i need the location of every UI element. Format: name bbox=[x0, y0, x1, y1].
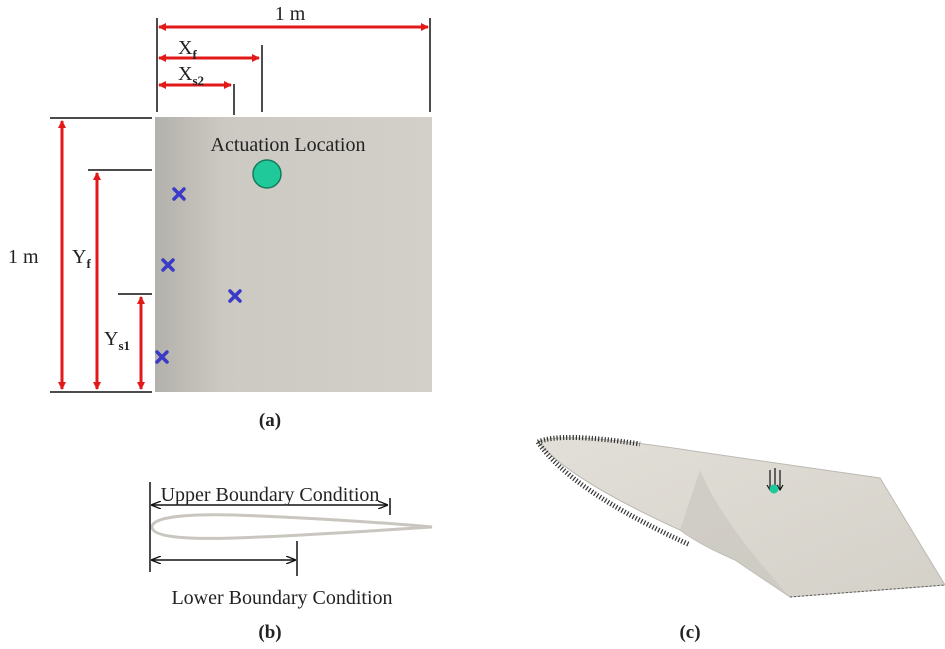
page: 1 m Xf Xs2 1 m Yf Ys1 Actuation Location… bbox=[0, 0, 945, 649]
yf-label: Yf bbox=[72, 246, 91, 271]
label-sub: f bbox=[86, 256, 91, 271]
figure: 1 m Xf Xs2 1 m Yf Ys1 Actuation Location… bbox=[0, 0, 945, 649]
label-main: X bbox=[178, 37, 193, 59]
label-sub: f bbox=[192, 47, 197, 62]
label-main: Y bbox=[72, 246, 86, 268]
panel-a: 1 m Xf Xs2 1 m Yf Ys1 Actuation Location… bbox=[8, 3, 432, 431]
wing bbox=[538, 438, 945, 597]
ys1-label: Ys1 bbox=[104, 328, 130, 353]
xs2-label: Xs2 bbox=[178, 63, 204, 88]
domain-square bbox=[155, 117, 432, 392]
label-sub: s2 bbox=[192, 73, 204, 88]
caption: (c) bbox=[679, 622, 700, 643]
caption: (a) bbox=[259, 410, 281, 431]
actuator bbox=[253, 160, 281, 188]
label-sub: s1 bbox=[118, 338, 130, 353]
panel-c: (c) bbox=[538, 437, 945, 643]
upper-label: Upper Boundary Condition bbox=[161, 484, 380, 506]
actuator bbox=[770, 485, 779, 494]
xf-label: Xf bbox=[178, 37, 197, 62]
actuation-label: Actuation Location bbox=[211, 134, 366, 156]
airfoil bbox=[152, 515, 432, 539]
panel-b: Upper Boundary Condition Lower Boundary … bbox=[150, 482, 432, 643]
label-main: X bbox=[178, 63, 193, 85]
label-main: Y bbox=[104, 328, 118, 350]
width-label: 1 m bbox=[275, 3, 306, 25]
height-label: 1 m bbox=[8, 246, 39, 268]
caption: (b) bbox=[258, 622, 281, 643]
lower-label: Lower Boundary Condition bbox=[171, 587, 392, 609]
